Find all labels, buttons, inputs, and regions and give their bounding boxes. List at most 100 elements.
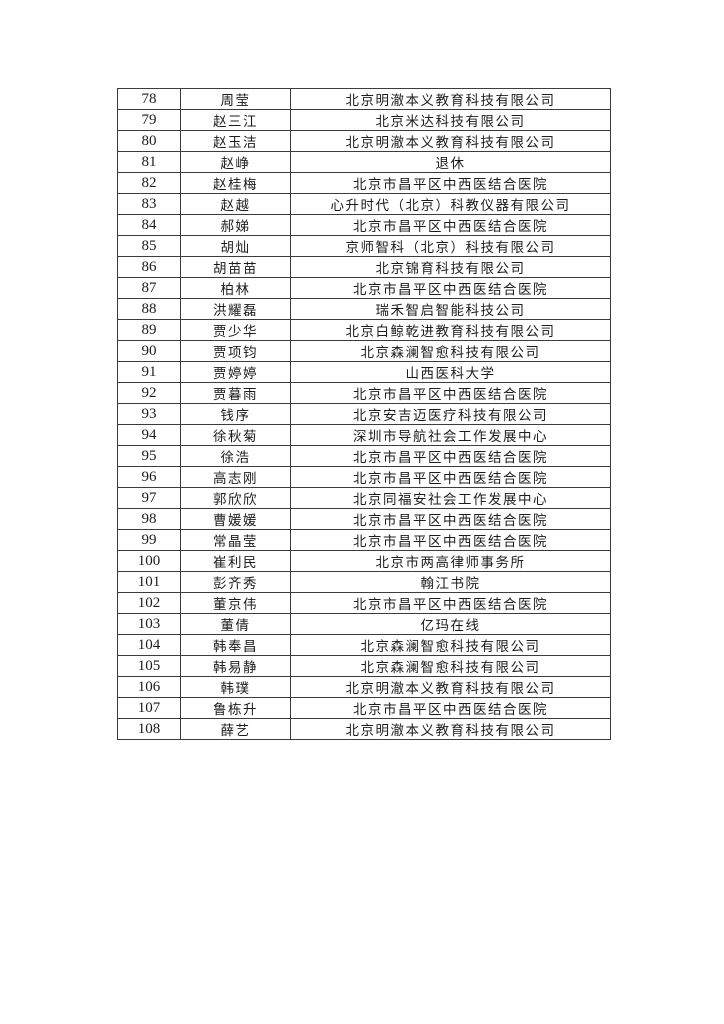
table-row: 94 徐秋菊 深圳市导航社会工作发展中心 (117, 424, 611, 446)
cell-org: 京师智科（北京）科技有限公司 (290, 235, 611, 257)
cell-number: 90 (117, 340, 181, 362)
cell-name: 柏林 (180, 277, 291, 299)
cell-number: 98 (117, 508, 181, 530)
cell-number: 108 (117, 718, 181, 740)
table-row: 90 贾项钧 北京森澜智愈科技有限公司 (117, 340, 611, 362)
table-row: 83 赵越 心升时代（北京）科教仪器有限公司 (117, 193, 611, 215)
table-row: 93 钱序 北京安吉迈医疗科技有限公司 (117, 403, 611, 425)
cell-org: 北京米达科技有限公司 (290, 109, 611, 131)
table-row: 89 贾少华 北京白鲸乾进教育科技有限公司 (117, 319, 611, 341)
cell-name: 胡苗苗 (180, 256, 291, 278)
cell-number: 83 (117, 193, 181, 215)
cell-name: 赵峥 (180, 151, 291, 173)
cell-name: 薛艺 (180, 718, 291, 740)
cell-number: 97 (117, 487, 181, 509)
cell-org: 山西医科大学 (290, 361, 611, 383)
cell-org: 北京明澈本义教育科技有限公司 (290, 676, 611, 698)
cell-number: 80 (117, 130, 181, 152)
cell-org: 北京市昌平区中西医结合医院 (290, 466, 611, 488)
roster-table-body: 78 周莹 北京明澈本义教育科技有限公司 79 赵三江 北京米达科技有限公司 80 赵玉洁 北京… (117, 88, 611, 740)
cell-org: 北京市昌平区中西医结合医院 (290, 445, 611, 467)
cell-org: 北京市昌平区中西医结合医院 (290, 382, 611, 404)
cell-name: 董倩 (180, 613, 291, 635)
cell-name: 赵越 (180, 193, 291, 215)
cell-name: 韩奉昌 (180, 634, 291, 656)
cell-name: 胡灿 (180, 235, 291, 257)
cell-number: 99 (117, 529, 181, 551)
table-row: 81 赵峥 退休 (117, 151, 611, 173)
cell-name: 董京伟 (180, 592, 291, 614)
cell-number: 89 (117, 319, 181, 341)
table-row: 98 曹媛媛 北京市昌平区中西医结合医院 (117, 508, 611, 530)
cell-name: 周莹 (180, 88, 291, 110)
cell-number: 93 (117, 403, 181, 425)
cell-org: 北京市昌平区中西医结合医院 (290, 214, 611, 236)
table-row: 99 常晶莹 北京市昌平区中西医结合医院 (117, 529, 611, 551)
cell-org: 北京市昌平区中西医结合医院 (290, 277, 611, 299)
cell-org: 北京明澈本义教育科技有限公司 (290, 130, 611, 152)
cell-number: 94 (117, 424, 181, 446)
cell-org: 北京明澈本义教育科技有限公司 (290, 718, 611, 740)
cell-name: 贾暮雨 (180, 382, 291, 404)
table-row: 92 贾暮雨 北京市昌平区中西医结合医院 (117, 382, 611, 404)
cell-number: 79 (117, 109, 181, 131)
table-row: 97 郭欣欣 北京同福安社会工作发展中心 (117, 487, 611, 509)
cell-org: 翰江书院 (290, 571, 611, 593)
cell-org: 瑞禾智启智能科技公司 (290, 298, 611, 320)
cell-org: 北京市昌平区中西医结合医院 (290, 592, 611, 614)
cell-number: 78 (117, 88, 181, 110)
cell-number: 107 (117, 697, 181, 719)
table-row: 78 周莹 北京明澈本义教育科技有限公司 (117, 88, 611, 110)
cell-org: 北京市昌平区中西医结合医院 (290, 529, 611, 551)
cell-name: 鲁栋升 (180, 697, 291, 719)
cell-name: 徐浩 (180, 445, 291, 467)
cell-name: 韩易静 (180, 655, 291, 677)
cell-name: 常晶莹 (180, 529, 291, 551)
roster-table: 78 周莹 北京明澈本义教育科技有限公司 79 赵三江 北京米达科技有限公司 80 赵玉洁 北京… (117, 88, 611, 740)
cell-name: 郝娣 (180, 214, 291, 236)
table-row: 101 彭齐秀 翰江书院 (117, 571, 611, 593)
cell-org: 深圳市导航社会工作发展中心 (290, 424, 611, 446)
cell-number: 104 (117, 634, 181, 656)
cell-number: 100 (117, 550, 181, 572)
table-row: 102 董京伟 北京市昌平区中西医结合医院 (117, 592, 611, 614)
cell-org: 北京白鲸乾进教育科技有限公司 (290, 319, 611, 341)
table-row: 95 徐浩 北京市昌平区中西医结合医院 (117, 445, 611, 467)
cell-org: 北京森澜智愈科技有限公司 (290, 655, 611, 677)
table-row: 103 董倩 亿玛在线 (117, 613, 611, 635)
cell-number: 86 (117, 256, 181, 278)
cell-org: 心升时代（北京）科教仪器有限公司 (290, 193, 611, 215)
table-row: 105 韩易静 北京森澜智愈科技有限公司 (117, 655, 611, 677)
table-row: 100 崔利民 北京市两高律师事务所 (117, 550, 611, 572)
cell-number: 103 (117, 613, 181, 635)
cell-org: 北京市两高律师事务所 (290, 550, 611, 572)
cell-name: 彭齐秀 (180, 571, 291, 593)
table-row: 96 高志刚 北京市昌平区中西医结合医院 (117, 466, 611, 488)
cell-name: 赵三江 (180, 109, 291, 131)
cell-org: 北京森澜智愈科技有限公司 (290, 634, 611, 656)
table-row: 82 赵桂梅 北京市昌平区中西医结合医院 (117, 172, 611, 194)
cell-name: 赵玉洁 (180, 130, 291, 152)
cell-number: 81 (117, 151, 181, 173)
cell-number: 82 (117, 172, 181, 194)
cell-name: 贾少华 (180, 319, 291, 341)
cell-number: 95 (117, 445, 181, 467)
cell-name: 徐秋菊 (180, 424, 291, 446)
cell-org: 北京森澜智愈科技有限公司 (290, 340, 611, 362)
table-row: 87 柏林 北京市昌平区中西医结合医院 (117, 277, 611, 299)
cell-org: 亿玛在线 (290, 613, 611, 635)
cell-number: 102 (117, 592, 181, 614)
cell-name: 洪耀磊 (180, 298, 291, 320)
cell-number: 84 (117, 214, 181, 236)
cell-org: 北京市昌平区中西医结合医院 (290, 697, 611, 719)
cell-number: 101 (117, 571, 181, 593)
cell-number: 92 (117, 382, 181, 404)
cell-name: 高志刚 (180, 466, 291, 488)
cell-name: 崔利民 (180, 550, 291, 572)
cell-name: 赵桂梅 (180, 172, 291, 194)
table-row: 107 鲁栋升 北京市昌平区中西医结合医院 (117, 697, 611, 719)
cell-name: 贾项钧 (180, 340, 291, 362)
cell-name: 郭欣欣 (180, 487, 291, 509)
cell-number: 85 (117, 235, 181, 257)
